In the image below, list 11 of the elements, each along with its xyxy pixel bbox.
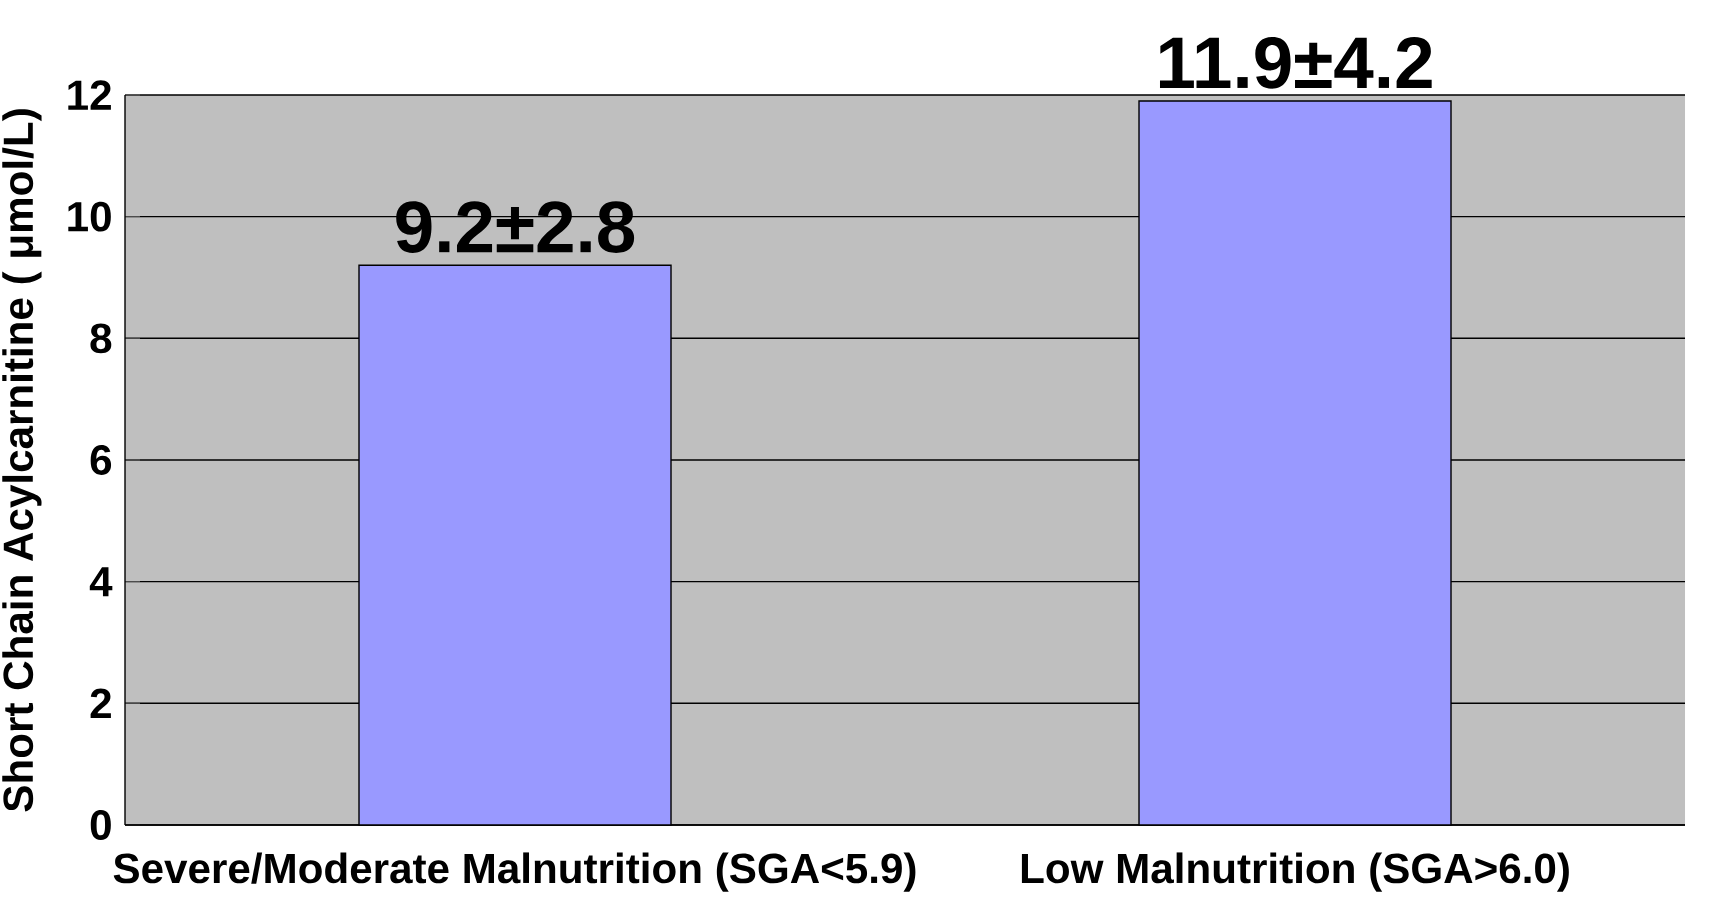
- x-tick-label: Severe/Moderate Malnutrition (SGA<5.9): [113, 852, 916, 892]
- data-label: 11.9±4.2: [1159, 37, 1432, 89]
- y-axis-title: Short Chain Acylcarnitine ( μmol/L): [2, 109, 42, 812]
- y-tick-label: 2: [90, 688, 111, 719]
- y-tick-label: 8: [90, 323, 112, 354]
- y-tick-label: 12: [68, 80, 111, 110]
- y-tick-label: 4: [89, 567, 113, 597]
- y-tick-label: 10: [68, 201, 111, 232]
- y-tick-label: 6: [90, 445, 112, 475]
- x-tick-label: Low Malnutrition (SGA>6.0): [1021, 852, 1569, 892]
- y-tick-label: 0: [90, 810, 111, 840]
